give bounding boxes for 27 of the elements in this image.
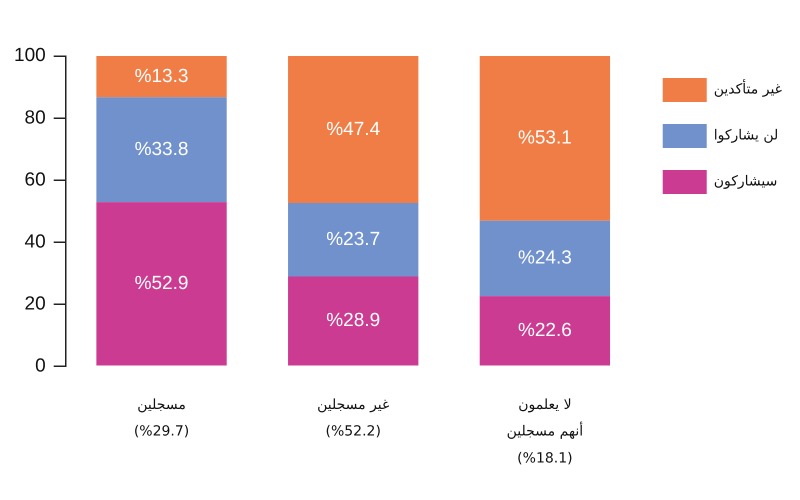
data-label: %28.9 bbox=[326, 310, 380, 332]
data-label: %47.4 bbox=[326, 118, 381, 140]
y-tick-label: 80 bbox=[24, 107, 46, 128]
y-tick-label: 20 bbox=[24, 293, 46, 314]
legend-label: لن يشاركوا bbox=[714, 128, 778, 144]
data-label: %53.1 bbox=[518, 128, 572, 149]
y-tick-label: 60 bbox=[24, 169, 46, 190]
bar bbox=[480, 296, 610, 366]
data-label: %23.7 bbox=[326, 229, 380, 250]
data-label: %52.9 bbox=[134, 273, 188, 294]
legend-label: سيشاركون bbox=[714, 174, 778, 190]
y-tick-label: 0 bbox=[35, 355, 46, 376]
bar bbox=[480, 220, 610, 296]
bar bbox=[96, 56, 227, 98]
bar bbox=[96, 202, 227, 366]
bar bbox=[480, 56, 610, 221]
bar bbox=[288, 56, 418, 204]
y-tick-label: 40 bbox=[24, 231, 46, 252]
bar bbox=[288, 276, 418, 366]
y-tick-label: 100 bbox=[14, 45, 46, 66]
data-label: %22.6 bbox=[518, 320, 572, 342]
bar bbox=[288, 203, 418, 277]
data-label: %24.3 bbox=[518, 248, 572, 269]
data-label: %33.8 bbox=[134, 138, 188, 160]
bar bbox=[96, 97, 227, 202]
data-label: %13.3 bbox=[134, 66, 188, 87]
legend-label: غير متأكدين bbox=[714, 78, 782, 98]
